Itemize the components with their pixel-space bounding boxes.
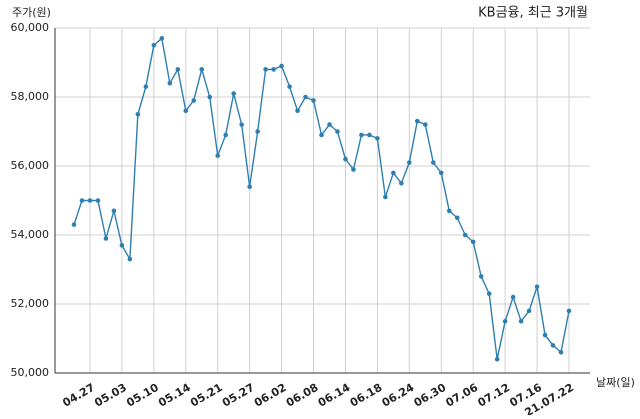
data-point bbox=[103, 236, 109, 241]
data-point bbox=[311, 98, 316, 103]
data-point bbox=[446, 208, 452, 214]
chart-title: KB금융, 최근 3개월 bbox=[478, 6, 588, 21]
data-point bbox=[287, 84, 292, 89]
data-point bbox=[327, 122, 332, 127]
data-point bbox=[215, 153, 221, 158]
data-point bbox=[566, 308, 572, 314]
data-point bbox=[518, 318, 524, 324]
data-point bbox=[143, 84, 149, 89]
data-point bbox=[542, 332, 548, 338]
data-point bbox=[462, 232, 468, 238]
data-point bbox=[79, 198, 85, 203]
data-point bbox=[351, 167, 356, 172]
x-tick-label: 05.14 bbox=[156, 381, 193, 410]
data-point bbox=[430, 160, 436, 165]
data-point bbox=[391, 170, 396, 176]
data-point bbox=[367, 132, 372, 138]
data-point bbox=[486, 291, 492, 296]
x-tick-label: 06.08 bbox=[284, 381, 321, 410]
x-tick-label: 05.27 bbox=[220, 381, 257, 410]
data-point bbox=[247, 184, 252, 189]
y-tick-label: 58,000 bbox=[11, 90, 50, 103]
data-point bbox=[470, 239, 476, 245]
data-point bbox=[478, 274, 484, 279]
x-tick-label: 04.27 bbox=[60, 381, 97, 410]
data-point bbox=[239, 122, 244, 127]
y-tick-label: 56,000 bbox=[11, 159, 50, 172]
y-tick-label: 60,000 bbox=[11, 21, 50, 34]
x-tick-label: 06.24 bbox=[380, 381, 417, 410]
data-point bbox=[407, 160, 412, 165]
x-tick-label: 06.30 bbox=[412, 381, 449, 410]
x-tick-label: 07.06 bbox=[444, 381, 481, 410]
data-point bbox=[135, 111, 141, 117]
data-point bbox=[295, 108, 300, 114]
x-tick-label: 05.21 bbox=[188, 381, 225, 410]
data-point bbox=[167, 80, 173, 86]
data-point bbox=[263, 67, 268, 72]
y-axis-label: 주가(원) bbox=[12, 6, 51, 19]
data-point bbox=[550, 343, 556, 348]
data-point bbox=[359, 132, 364, 138]
data-point bbox=[526, 308, 532, 314]
data-point bbox=[199, 67, 205, 72]
data-point bbox=[438, 170, 444, 176]
x-tick-label: 06.18 bbox=[348, 381, 385, 410]
data-point bbox=[151, 42, 157, 48]
data-point bbox=[415, 118, 420, 124]
data-point bbox=[454, 215, 460, 221]
data-point bbox=[271, 67, 276, 72]
data-point bbox=[159, 36, 165, 41]
data-point bbox=[510, 294, 516, 300]
x-tick-label: 07.12 bbox=[475, 381, 512, 410]
data-point bbox=[422, 122, 428, 127]
data-point bbox=[71, 222, 77, 227]
data-point bbox=[383, 194, 388, 200]
data-point bbox=[95, 198, 101, 203]
data-point bbox=[502, 318, 508, 324]
data-point bbox=[231, 91, 236, 96]
data-point bbox=[175, 67, 181, 72]
data-point bbox=[223, 132, 228, 138]
data-point bbox=[127, 256, 133, 262]
x-axis-label: 날짜(일) bbox=[596, 375, 635, 389]
data-point bbox=[494, 356, 500, 362]
data-point bbox=[183, 108, 189, 114]
x-tick-label: 05.10 bbox=[124, 381, 161, 410]
data-point bbox=[255, 129, 260, 134]
data-point bbox=[191, 98, 197, 103]
data-point bbox=[119, 243, 125, 248]
y-tick-label: 54,000 bbox=[11, 228, 50, 241]
data-point bbox=[319, 132, 324, 138]
x-tick-label: 06.02 bbox=[252, 381, 289, 410]
x-tick-label: 05.03 bbox=[92, 381, 129, 410]
data-point bbox=[335, 129, 340, 134]
data-point bbox=[207, 94, 213, 100]
data-point bbox=[534, 284, 540, 290]
data-point bbox=[303, 94, 308, 100]
data-point bbox=[375, 136, 380, 141]
data-point bbox=[111, 208, 117, 214]
data-point bbox=[399, 180, 404, 186]
data-point bbox=[87, 198, 93, 203]
price-line bbox=[73, 37, 570, 360]
data-point bbox=[343, 156, 348, 162]
y-tick-label: 52,000 bbox=[11, 297, 50, 310]
y-tick-label: 50,000 bbox=[11, 366, 50, 379]
data-point bbox=[279, 63, 284, 69]
x-tick-label: 06.14 bbox=[316, 381, 353, 410]
data-point bbox=[558, 350, 564, 355]
